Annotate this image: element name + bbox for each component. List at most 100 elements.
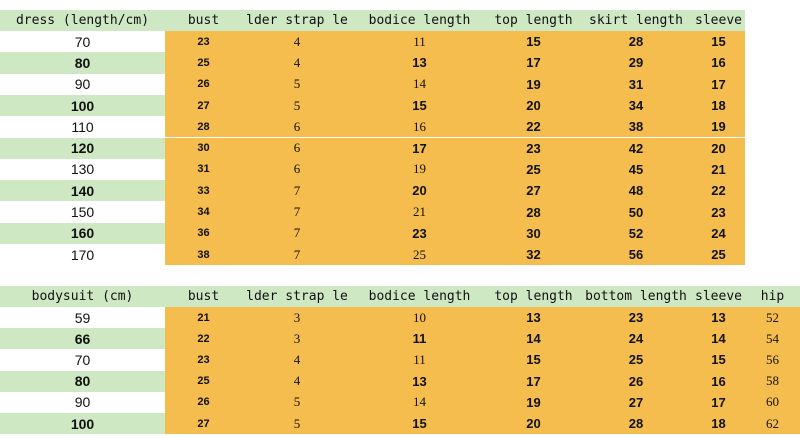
value-cell: 22	[165, 328, 242, 350]
size-cell: 66	[0, 328, 165, 350]
value-cell: 15	[487, 31, 580, 53]
value-cell: 16	[692, 370, 745, 392]
size-cell: 140	[0, 180, 165, 202]
value-cell: 15	[692, 349, 745, 371]
size-cell: 59	[0, 307, 165, 329]
value-cell: 28	[165, 116, 242, 138]
value-cell: 48	[580, 180, 692, 202]
value-cell: 7	[242, 180, 352, 202]
value-cell: 27	[580, 391, 692, 413]
value-cell: 42	[580, 137, 692, 159]
value-cell: 11	[352, 328, 487, 350]
column-header: dress (length/cm)	[0, 10, 165, 31]
value-cell: 36	[165, 222, 242, 244]
value-cell: 7	[242, 244, 352, 266]
value-cell: 27	[487, 180, 580, 202]
value-cell: 27	[165, 94, 242, 117]
value-cell: 24	[580, 328, 692, 350]
size-cell: 70	[0, 31, 165, 53]
value-cell: 27	[165, 413, 242, 435]
value-cell: 25	[352, 244, 487, 266]
value-cell: 25	[165, 370, 242, 392]
size-cell: 160	[0, 222, 165, 244]
value-cell: 20	[352, 180, 487, 202]
value-cell: 15	[352, 413, 487, 435]
value-cell: 56	[745, 349, 800, 371]
value-cell: 30	[487, 222, 580, 244]
value-cell: 13	[352, 52, 487, 74]
size-cell: 170	[0, 244, 165, 266]
value-cell: 20	[692, 137, 745, 159]
column-header: bodysuit (cm)	[0, 286, 165, 307]
value-cell: 19	[352, 158, 487, 181]
value-cell: 22	[692, 180, 745, 202]
value-cell: 5	[242, 94, 352, 117]
value-cell: 18	[692, 413, 745, 435]
size-cell: 80	[0, 370, 165, 392]
column-header: sleeve	[692, 10, 745, 31]
value-cell: 17	[487, 370, 580, 392]
column-header: bust	[165, 10, 242, 31]
value-cell: 25	[487, 158, 580, 181]
value-cell: 31	[165, 158, 242, 181]
value-cell: 11	[352, 31, 487, 53]
column-header: lder strap le	[242, 10, 352, 31]
value-cell: 11	[352, 349, 487, 371]
value-cell: 15	[692, 31, 745, 53]
value-cell: 30	[165, 137, 242, 159]
value-cell: 17	[352, 137, 487, 159]
value-cell: 13	[487, 307, 580, 329]
value-cell: 50	[580, 201, 692, 223]
value-cell: 19	[692, 116, 745, 138]
value-cell: 54	[745, 328, 800, 350]
column-header: sleeve	[692, 286, 745, 307]
value-cell: 3	[242, 328, 352, 350]
column-header: bodice length	[352, 286, 487, 307]
value-cell: 3	[242, 307, 352, 329]
value-cell: 26	[165, 391, 242, 413]
value-cell: 16	[352, 116, 487, 138]
value-cell: 5	[242, 73, 352, 95]
value-cell: 19	[487, 391, 580, 413]
value-cell: 4	[242, 370, 352, 392]
value-cell: 13	[692, 307, 745, 329]
size-cell: 90	[0, 391, 165, 413]
size-cell: 90	[0, 73, 165, 95]
value-cell: 29	[580, 52, 692, 74]
value-cell: 5	[242, 413, 352, 435]
value-cell: 58	[745, 370, 800, 392]
value-cell: 15	[352, 94, 487, 117]
size-cell: 80	[0, 52, 165, 74]
value-cell: 6	[242, 137, 352, 159]
value-cell: 25	[580, 349, 692, 371]
value-cell: 45	[580, 158, 692, 181]
value-cell: 23	[487, 137, 580, 159]
value-cell: 52	[580, 222, 692, 244]
value-cell: 32	[487, 244, 580, 266]
value-cell: 23	[580, 307, 692, 329]
column-header: hip	[745, 286, 800, 307]
value-cell: 4	[242, 349, 352, 371]
value-cell: 23	[692, 201, 745, 223]
value-cell: 28	[580, 413, 692, 435]
size-cell: 120	[0, 137, 165, 159]
value-cell: 26	[580, 370, 692, 392]
value-cell: 21	[352, 201, 487, 223]
value-cell: 38	[165, 244, 242, 266]
size-cell: 130	[0, 158, 165, 181]
value-cell: 26	[165, 73, 242, 95]
column-header: bottom length	[580, 286, 692, 307]
value-cell: 17	[487, 52, 580, 74]
value-cell: 23	[352, 222, 487, 244]
column-header: lder strap le	[242, 286, 352, 307]
size-cell: 70	[0, 349, 165, 371]
value-cell: 14	[487, 328, 580, 350]
value-cell: 28	[580, 31, 692, 53]
column-header: top length	[487, 10, 580, 31]
value-cell: 62	[745, 413, 800, 435]
value-cell: 20	[487, 94, 580, 117]
value-cell: 7	[242, 222, 352, 244]
value-cell: 21	[692, 158, 745, 181]
column-header: skirt length	[580, 10, 692, 31]
